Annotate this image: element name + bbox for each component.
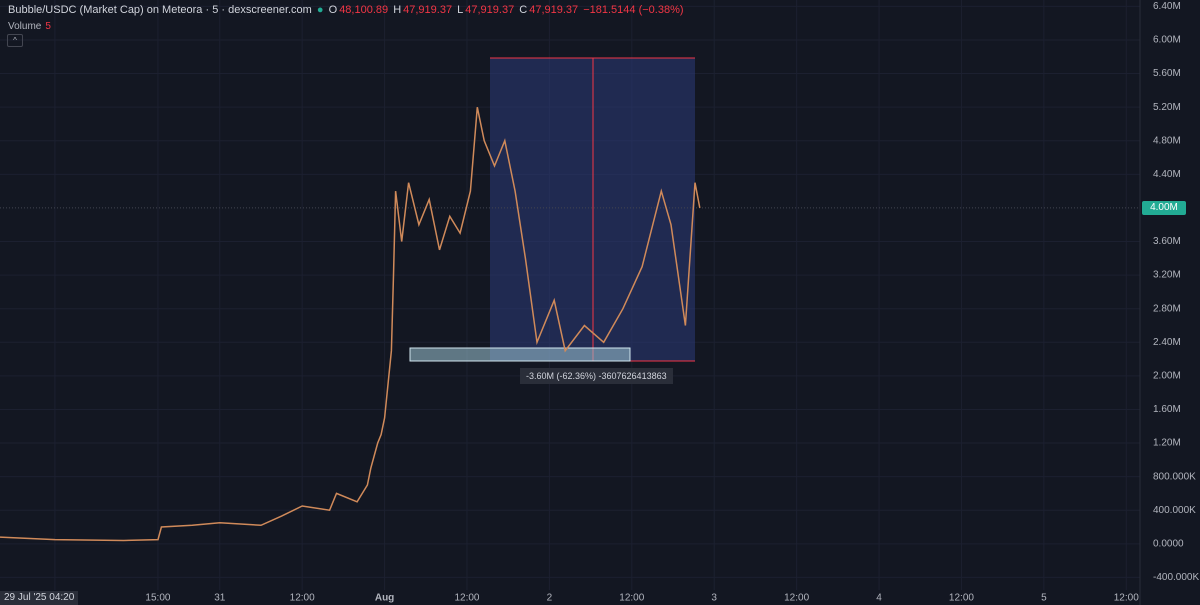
x-tick-label: 12:00 xyxy=(949,593,974,604)
measure-label: -3.60M (-62.36%) -3607626413863 xyxy=(520,368,673,384)
x-tick-label: 12:00 xyxy=(454,593,479,604)
y-tick-label: 4.80M xyxy=(1153,135,1181,146)
ohlc-key: L xyxy=(457,4,464,16)
y-tick-label: 400.000K xyxy=(1153,505,1196,516)
change: −181.5144 (−0.38%) xyxy=(583,4,684,16)
y-tick-label: 4.40M xyxy=(1153,169,1181,180)
y-tick-label: 2.40M xyxy=(1153,337,1181,348)
header: Bubble/USDC (Market Cap) on Meteora · 5 … xyxy=(8,4,684,16)
y-tick-label: 6.40M xyxy=(1153,1,1181,12)
volume-label: Volume xyxy=(8,21,42,32)
x-tick-label: 5 xyxy=(1041,593,1047,604)
ohlc-key: O xyxy=(328,4,338,16)
collapse-button[interactable]: ^ xyxy=(7,34,23,47)
y-tick-label: 2.80M xyxy=(1153,303,1181,314)
x-tick-label: 3 xyxy=(711,593,717,604)
y-tick-label: 2.00M xyxy=(1153,371,1181,382)
y-tick-label: 5.60M xyxy=(1153,68,1181,79)
y-tick-label: -400.000K xyxy=(1153,572,1199,583)
volume-legend: Volume 5 xyxy=(8,21,51,32)
ohlc-value: 47,919.37 xyxy=(403,4,453,16)
price-line xyxy=(0,107,701,542)
x-tick-label: Aug xyxy=(375,593,394,604)
x-tick-label: 12:00 xyxy=(290,593,315,604)
x-tick-label: 31 xyxy=(214,593,226,604)
y-tick-label: 5.20M xyxy=(1153,102,1181,113)
range-box xyxy=(409,347,631,362)
ohlc-key: H xyxy=(393,4,402,16)
y-tick-label: 3.20M xyxy=(1153,270,1181,281)
y-tick-label: 0.0000 xyxy=(1153,538,1184,549)
last-value-label: 4.00M xyxy=(1142,201,1186,215)
x-tick-label: 4 xyxy=(876,593,882,604)
y-tick-label: 6.00M xyxy=(1153,35,1181,46)
y-tick-label: 3.60M xyxy=(1153,236,1181,247)
crosshair-date: 29 Jul '25 04:20 xyxy=(0,591,79,605)
volume-setting: 5 xyxy=(45,21,51,32)
x-tick-label: 12:00 xyxy=(619,593,644,604)
x-tick-label: 2 xyxy=(547,593,553,604)
y-tick-label: 1.60M xyxy=(1153,404,1181,415)
y-tick-label: 800.000K xyxy=(1153,471,1196,482)
ohlc-key: C xyxy=(519,4,528,16)
y-tick-label: 1.20M xyxy=(1153,438,1181,449)
ohlc-value: 47,919.37 xyxy=(465,4,515,16)
x-tick-label: 15:00 xyxy=(145,593,170,604)
title: Bubble/USDC (Market Cap) on Meteora · 5 … xyxy=(8,4,312,16)
x-tick-label: 12:00 xyxy=(1114,593,1139,604)
x-tick-label: 12:00 xyxy=(784,593,809,604)
ohlc-value: 48,100.89 xyxy=(339,4,389,16)
ohlc-value: 47,919.37 xyxy=(529,4,579,16)
